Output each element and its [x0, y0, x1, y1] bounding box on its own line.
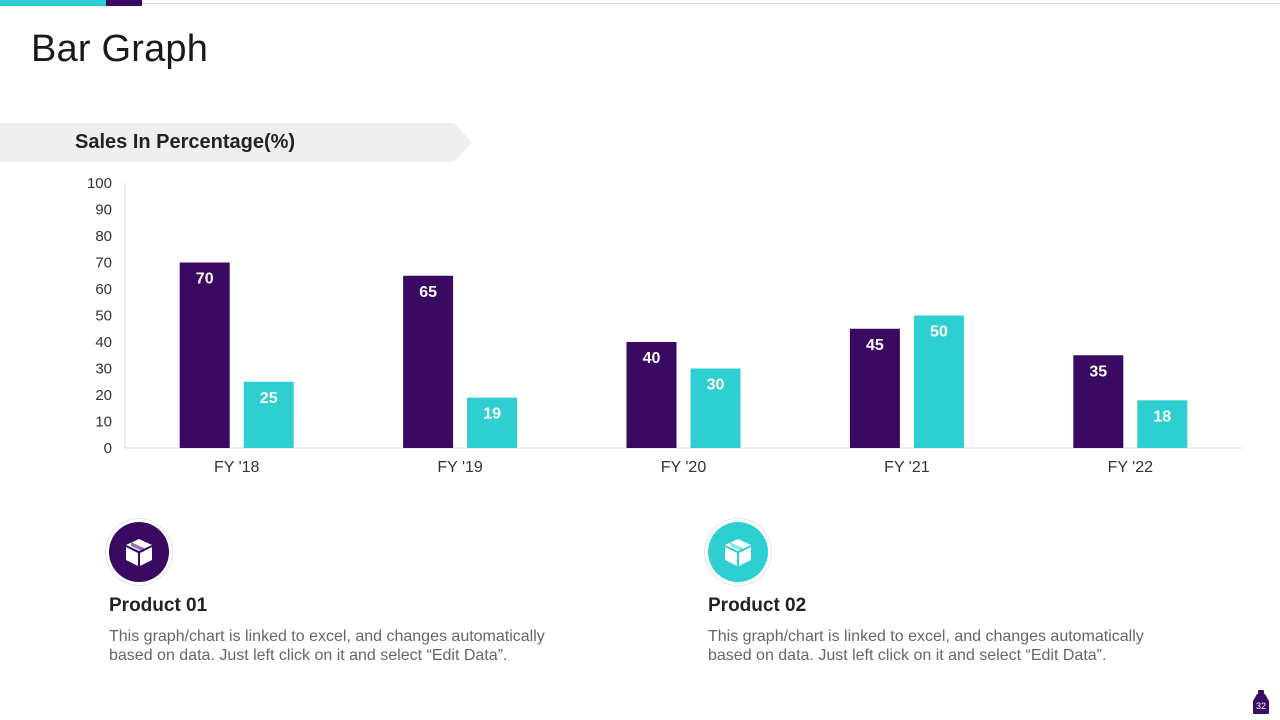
y-tick-label: 50	[95, 308, 112, 325]
bar-product-02	[1137, 400, 1188, 448]
page-title: Bar Graph	[31, 28, 209, 70]
data-label: 50	[930, 324, 948, 341]
data-label: 19	[483, 406, 501, 423]
y-tick-label: 60	[95, 281, 112, 298]
bar-chart: 0 10 20 30 40 50 60 70 80 90 100 70 25 FY '18 65 19 FY '…	[87, 175, 1242, 476]
page-badge-icon	[1253, 690, 1269, 714]
product-description: This graph/chart is linked to excel, and…	[708, 628, 1144, 664]
y-tick-label: 80	[95, 228, 112, 245]
box-icon	[109, 522, 169, 582]
y-tick-label: 90	[95, 202, 112, 219]
top-accent-teal	[0, 0, 106, 6]
top-accent-purple	[106, 0, 142, 6]
data-label: 45	[866, 337, 884, 354]
chart-title: Sales In Percentage(%)	[75, 131, 296, 153]
subtitle-banner	[0, 123, 472, 162]
x-tick-label: FY '22	[1108, 459, 1154, 476]
data-label: 40	[643, 350, 661, 367]
data-label: 25	[260, 390, 278, 407]
y-tick-label: 30	[95, 361, 112, 378]
x-tick-label: FY '18	[214, 459, 260, 476]
y-tick-label: 100	[87, 175, 112, 192]
bar-product-02	[690, 368, 741, 448]
data-label: 70	[196, 271, 214, 288]
x-tick-label: FY '20	[661, 459, 707, 476]
box-icon	[708, 522, 768, 582]
y-tick-label: 10	[95, 414, 112, 431]
y-tick-label: 0	[104, 440, 112, 457]
page-number: 32	[1255, 701, 1266, 711]
data-label: 35	[1089, 363, 1107, 380]
data-label: 18	[1153, 408, 1171, 425]
bar-product-02	[243, 381, 294, 448]
y-tick-label: 70	[95, 255, 112, 272]
bar-product-02	[467, 397, 518, 448]
product-description: This graph/chart is linked to excel, and…	[109, 628, 545, 664]
y-tick-label: 20	[95, 387, 112, 404]
bar-product-02	[913, 315, 964, 448]
top-rule	[0, 3, 1280, 4]
data-label: 65	[419, 284, 437, 301]
product-title: Product 01	[109, 595, 208, 616]
x-tick-label: FY '21	[884, 459, 930, 476]
bar-product-01	[179, 262, 230, 448]
y-tick-label: 40	[95, 334, 112, 351]
bar-product-01	[849, 328, 900, 448]
bar-product-01	[403, 275, 454, 448]
product-title: Product 02	[708, 595, 807, 616]
x-tick-label: FY '19	[437, 459, 483, 476]
bar-product-01	[626, 342, 677, 448]
data-label: 30	[707, 377, 725, 394]
bar-product-01	[1073, 355, 1124, 448]
